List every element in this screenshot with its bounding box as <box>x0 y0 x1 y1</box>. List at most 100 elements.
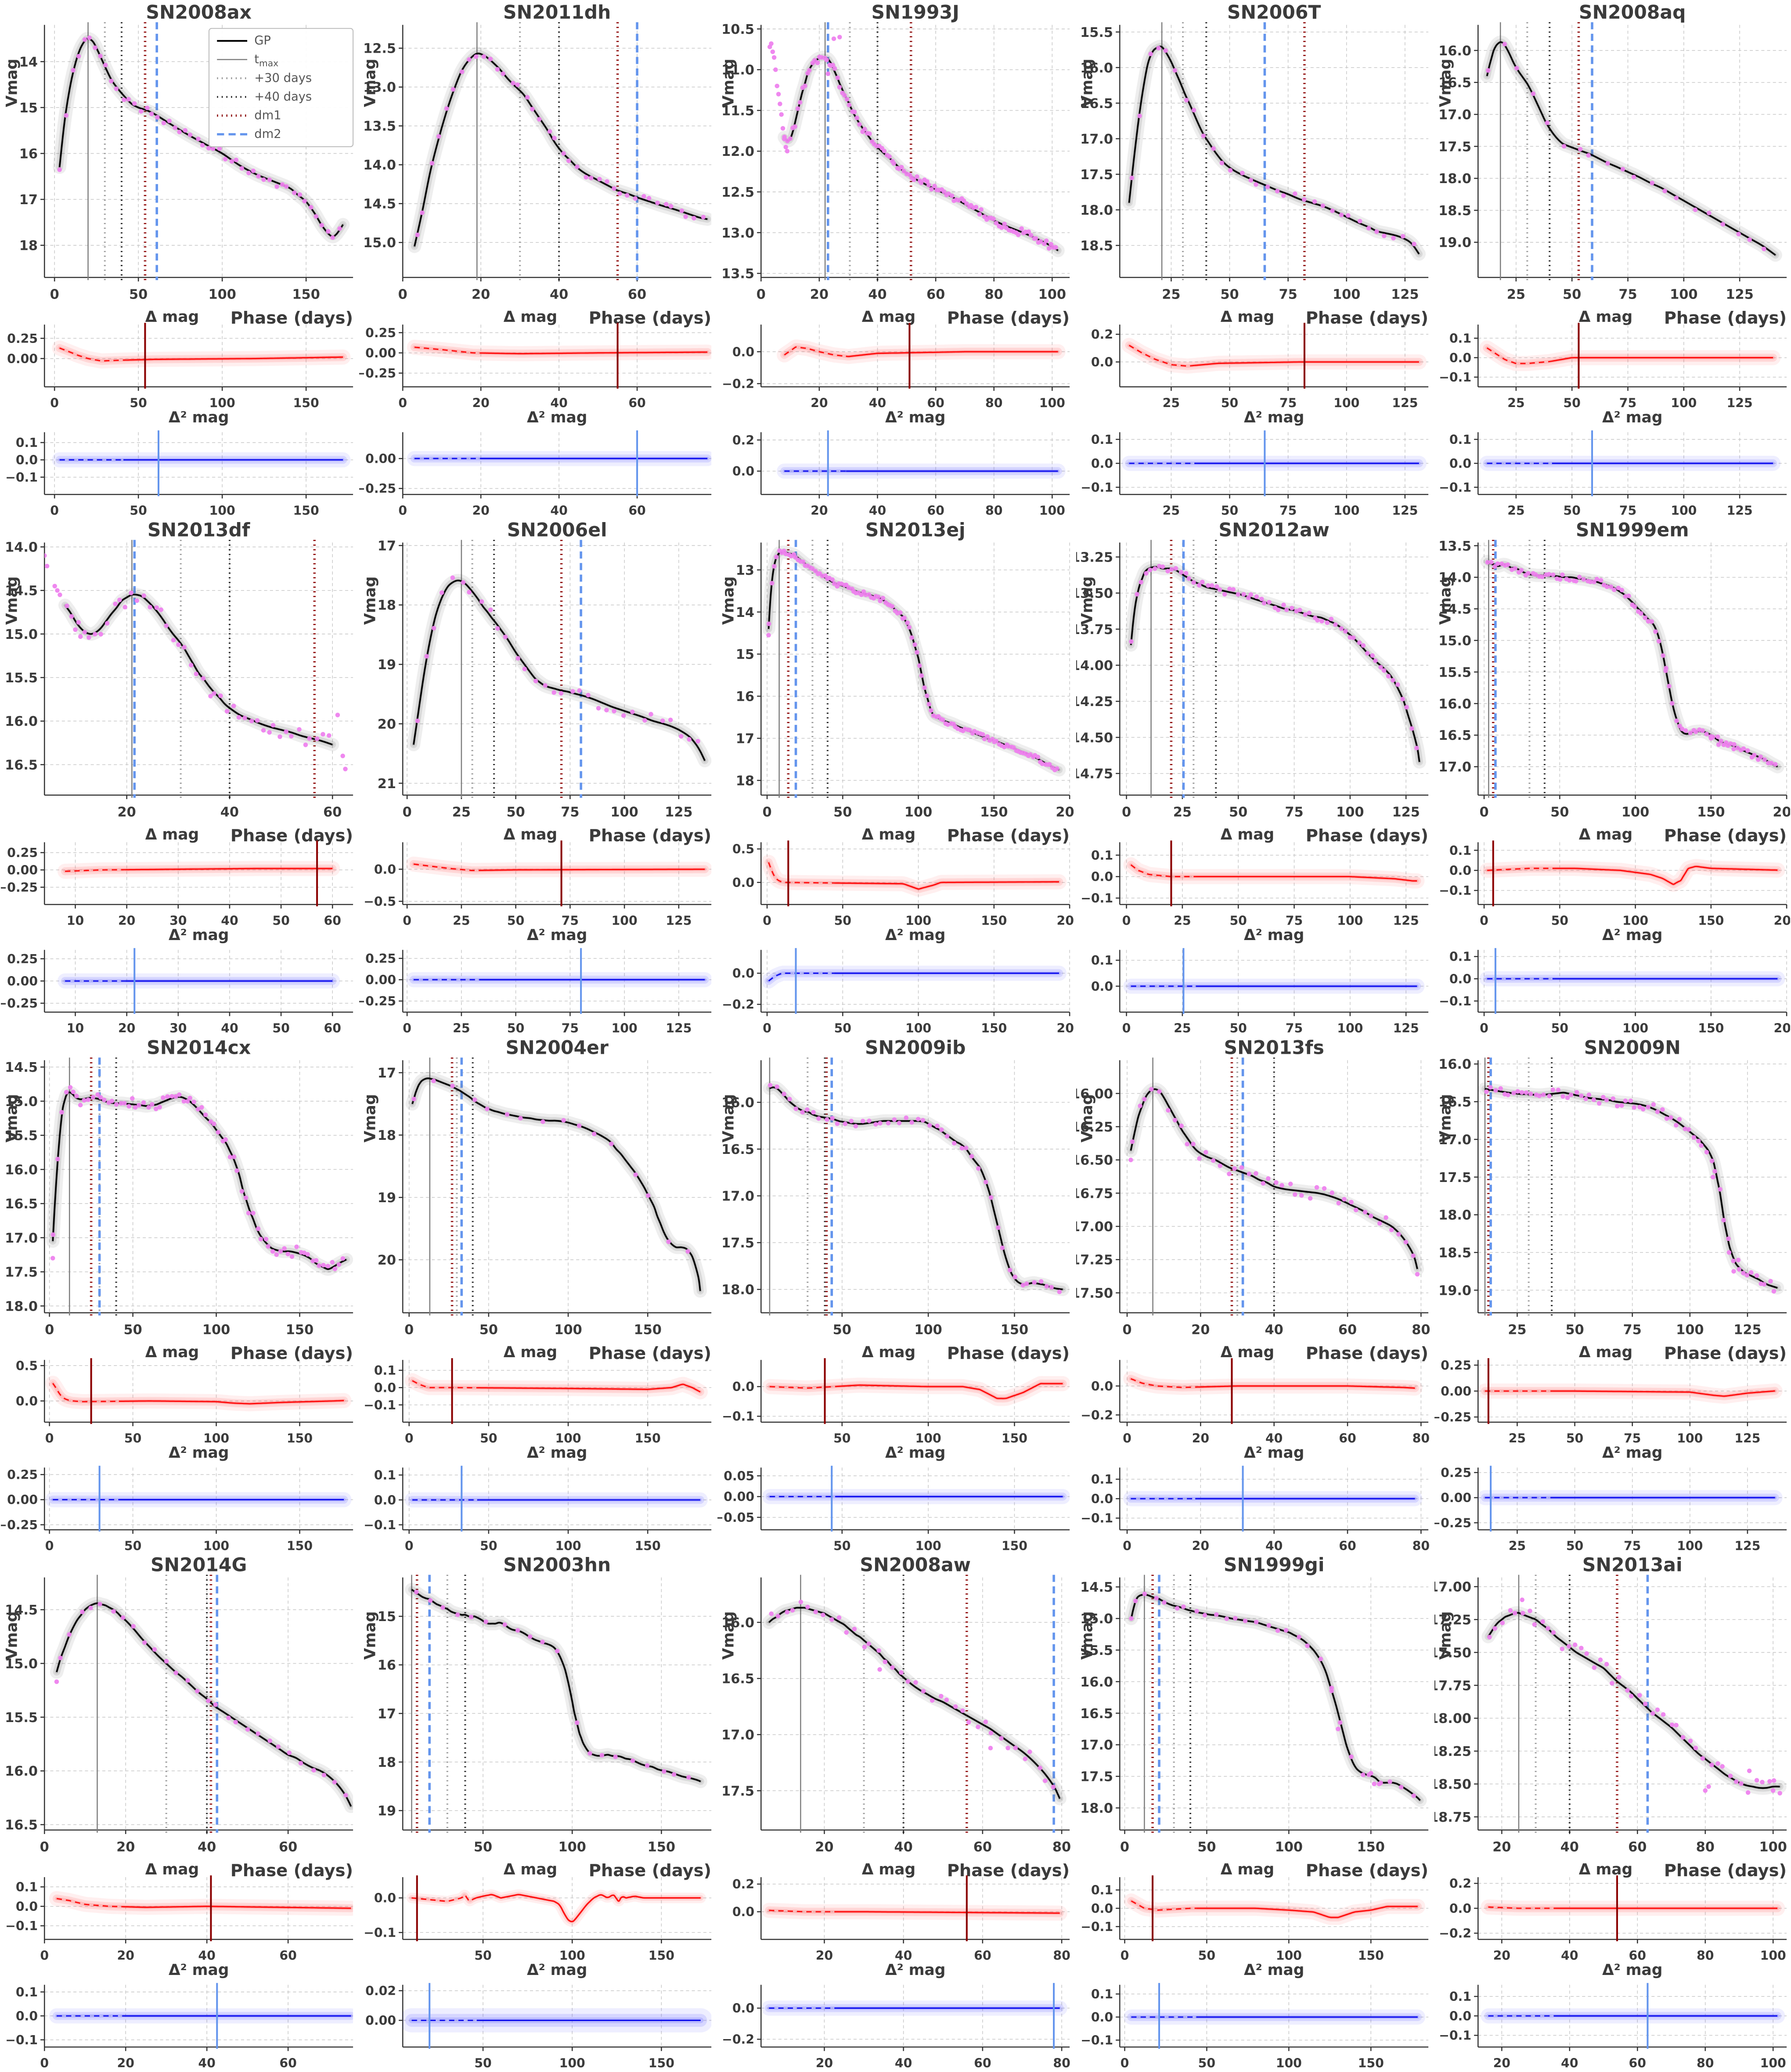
svg-text:0.0: 0.0 <box>16 453 38 468</box>
svg-text:75: 75 <box>561 804 579 820</box>
svg-text:0: 0 <box>1122 1322 1132 1337</box>
sn-cell-SN2004er: SN2004er 17 18 19 20 0 50 100 150 Vmag Phase (days… <box>359 1037 715 1553</box>
svg-text:100: 100 <box>1337 913 1363 928</box>
d2mag-title: Δ² mag <box>885 1961 945 1979</box>
d2mag-panel: 0.2 0.0 20 40 60 80 100 <box>732 430 1070 518</box>
vmag-axis-label: Vmag <box>1437 1094 1454 1142</box>
svg-text:100: 100 <box>1276 2056 1301 2070</box>
svg-text:0: 0 <box>1120 1949 1129 1963</box>
svg-text:50: 50 <box>480 1539 497 1553</box>
svg-text:20: 20 <box>378 717 396 732</box>
svg-text:75: 75 <box>1285 1021 1302 1035</box>
svg-text:50: 50 <box>1563 396 1580 411</box>
svg-text:40: 40 <box>221 913 238 928</box>
svg-text:100: 100 <box>1038 287 1066 303</box>
scatter-points <box>44 553 348 771</box>
d2mag-panel: 0.25 0.00 −0.25 0 50 100 150 <box>1 1465 353 1553</box>
svg-text:−0.2: −0.2 <box>1081 1408 1113 1422</box>
svg-text:40: 40 <box>1561 1949 1578 1963</box>
svg-text:80: 80 <box>985 504 1002 518</box>
svg-text:125: 125 <box>666 1021 692 1035</box>
svg-text:18.00: 18.00 <box>1434 1712 1471 1727</box>
sn-cell-SN2014cx: SN2014cx 14.5 15.0 15.5 16.0 16.5 17.0 17.5 18.0… <box>1 1037 357 1553</box>
svg-text:0: 0 <box>1479 804 1488 820</box>
svg-text:0: 0 <box>50 287 59 303</box>
svg-text:0.1: 0.1 <box>1449 331 1471 346</box>
svg-text:80: 80 <box>985 287 1003 303</box>
scatter-points <box>1128 563 1419 750</box>
sn-figure-SN2008aq: SN2008aq 16.0 16.5 17.0 17.5 18.0 18.5 19.0 25 50… <box>1437 2 1787 517</box>
svg-text:25: 25 <box>1173 804 1191 820</box>
svg-text:15.0: 15.0 <box>1080 1611 1113 1627</box>
sn-title: SN2008aq <box>1579 2 1686 23</box>
svg-text:80: 80 <box>1696 1840 1714 1855</box>
svg-text:−0.2: −0.2 <box>722 377 754 391</box>
svg-text:50: 50 <box>833 1322 851 1337</box>
vmag-axis-label: Vmag <box>1078 1094 1096 1142</box>
svg-text:17.5: 17.5 <box>5 1265 38 1280</box>
scatter-points <box>415 575 701 744</box>
dmag-panel: 0.25 0.00 −0.250 20 40 60 <box>359 323 712 411</box>
svg-text:50: 50 <box>129 287 148 303</box>
svg-text:0.0: 0.0 <box>732 464 754 479</box>
svg-text:200: 200 <box>1057 1021 1074 1035</box>
sn-title: SN2009N <box>1584 1037 1680 1059</box>
gp-curve <box>64 594 333 746</box>
sn-title: SN2006T <box>1227 2 1321 23</box>
phase-axis-label: Phase (days) <box>1305 826 1428 846</box>
svg-text:13.0: 13.0 <box>363 80 396 95</box>
phase-axis-label: Phase (days) <box>1305 308 1428 328</box>
phase-axis-label: Phase (days) <box>1664 1861 1787 1881</box>
svg-text:16.5: 16.5 <box>1080 1706 1113 1722</box>
phase-axis-label: Phase (days) <box>947 1344 1070 1363</box>
svg-text:15.0: 15.0 <box>1438 633 1471 649</box>
svg-text:100: 100 <box>1622 1021 1648 1035</box>
svg-text:20: 20 <box>1493 2056 1510 2070</box>
svg-text:40: 40 <box>551 504 568 518</box>
svg-text:0.1: 0.1 <box>1449 1989 1471 2004</box>
svg-text:16.5: 16.5 <box>1438 76 1471 91</box>
svg-text:0.1: 0.1 <box>1091 848 1113 863</box>
svg-text:100: 100 <box>1622 804 1649 820</box>
scatter-points <box>415 54 706 238</box>
svg-text:0.00: 0.00 <box>1441 1384 1471 1398</box>
svg-text:0.0: 0.0 <box>1091 1379 1113 1393</box>
phase-axis-label: Phase (days) <box>1664 1344 1787 1363</box>
svg-text:80: 80 <box>1697 2056 1714 2070</box>
svg-text:125: 125 <box>1392 396 1418 411</box>
vmag-axis-label: Vmag <box>362 1094 379 1142</box>
svg-text:50: 50 <box>1221 396 1238 411</box>
svg-text:16.0: 16.0 <box>5 714 38 729</box>
svg-text:17.5: 17.5 <box>1438 139 1471 155</box>
vmag-axis-label: Vmag <box>720 59 738 107</box>
sn-title: SN2014cx <box>147 1037 251 1059</box>
svg-text:100: 100 <box>1275 1840 1302 1855</box>
svg-text:0: 0 <box>50 504 59 518</box>
svg-text:50: 50 <box>475 2056 492 2070</box>
svg-text:75: 75 <box>1285 804 1303 820</box>
sn-cell-SN2006el: SN2006el 17 18 19 20 21 0 25 50 75 100 125 Vmag Phase… <box>359 519 715 1035</box>
svg-text:0.25: 0.25 <box>7 1467 38 1482</box>
svg-text:16.75: 16.75 <box>1076 1186 1113 1201</box>
svg-text:0.0: 0.0 <box>1091 456 1113 471</box>
sn-figure-SN2014cx: SN2014cx 14.5 15.0 15.5 16.0 16.5 17.0 17.5 18.0… <box>1 1037 353 1553</box>
svg-text:−0.1: −0.1 <box>1081 1920 1113 1934</box>
main-panel: 17 18 19 20 21 0 25 50 75 100 125 <box>378 538 712 820</box>
dmag-panel: 0.0 −0.5 0 25 50 75 100 125 <box>364 840 712 928</box>
main-panel: 16.00 16.25 16.50 16.75 17.00 17.25 17.50 0 20 40… <box>1076 1057 1430 1337</box>
sn-cell-SN1999gi: SN1999gi 14.5 15.0 15.5 16.0 16.5 17.0 17.5 18.0… <box>1076 1554 1432 2070</box>
vmag-axis-label: Vmag <box>720 576 738 624</box>
svg-text:16.0: 16.0 <box>721 1615 754 1631</box>
svg-text:50: 50 <box>1566 1539 1583 1553</box>
svg-text:13.75: 13.75 <box>1076 622 1113 638</box>
svg-text:25: 25 <box>1174 913 1191 928</box>
vmag-axis-label: Vmag <box>1078 576 1096 624</box>
svg-text:10: 10 <box>67 1021 84 1035</box>
gp-curve <box>411 1077 701 1291</box>
sn-figure-SN2004er: SN2004er 17 18 19 20 0 50 100 150 Vmag Phase (days… <box>362 1037 712 1553</box>
svg-text:50: 50 <box>124 1539 141 1553</box>
svg-text:20: 20 <box>1191 1322 1210 1337</box>
svg-text:15.5: 15.5 <box>5 1128 38 1143</box>
dmag-panel: 0.5 0.0 0 50 100 150 200 <box>732 840 1074 928</box>
svg-text:15.5: 15.5 <box>1080 25 1113 40</box>
